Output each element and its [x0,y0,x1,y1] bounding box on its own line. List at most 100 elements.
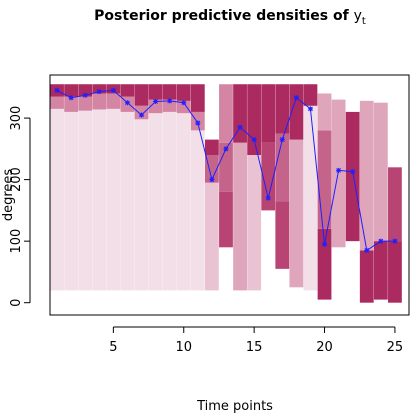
density-band-segment [261,84,276,143]
density-band-segment [162,111,177,291]
density-band-segment [317,130,332,229]
series-point [153,98,159,104]
series-point [167,98,173,104]
density-band-segment [78,96,93,111]
series-point [251,137,257,143]
density-band-segment [233,84,247,143]
density-band-segment [162,84,177,100]
density-band-segment [120,111,135,291]
density-band-segment [92,93,107,110]
series-point [392,238,398,244]
y-tick-label: 300 [9,106,24,131]
density-band-segment [219,191,233,248]
density-band-segment [78,110,93,291]
density-band-segment [162,99,177,112]
density-band-segment [205,182,219,291]
series-point [322,241,328,247]
x-tick-label: 15 [246,340,263,355]
series-point [82,92,88,98]
density-band-segment [148,99,163,114]
chart-title: Posterior predictive densities of yt [94,8,366,27]
density-band-segment [289,84,304,140]
series-point [139,112,145,118]
x-tick-label: 5 [109,340,117,355]
density-band-segment [64,111,79,291]
series-point [307,106,313,112]
x-tick-label: 10 [175,340,192,355]
density-band-segment [120,84,135,97]
y-tick-label: 0 [9,299,24,307]
chart-title-symbol: y [354,8,362,24]
density-band-segment [359,250,374,303]
x-tick-label: 25 [387,340,404,355]
density-band-segment [50,108,64,291]
series-point [265,195,271,201]
density-band-segment [176,100,191,114]
density-band-segment [134,119,149,291]
series-point [124,100,130,106]
density-band-segment [92,84,107,94]
density-band-segment [388,241,402,303]
density-band-segment [317,228,332,300]
density-bands [50,84,402,303]
series-point [293,95,299,101]
series-line-layer [54,87,398,253]
density-band-segment [176,113,191,291]
density-band-segment [247,84,262,155]
chart-title-subscript: t [362,16,366,27]
density-band-segment [50,96,64,109]
density-band-segment [247,155,262,291]
series-point [54,87,60,93]
chart-title-text: Posterior predictive densities of [94,8,353,24]
y-tick-label: 200 [9,167,24,192]
density-band-segment [303,84,318,106]
density-band-segment [106,108,121,291]
density-band-segment [331,99,346,248]
plot-frame [49,74,410,316]
series-point [223,146,229,152]
density-band-segment [205,139,219,155]
y-tick-label: 100 [9,229,24,254]
series-point [364,247,370,253]
series-point [378,238,384,244]
density-band-segment [190,84,205,112]
density-band-segment [373,241,388,300]
series-point [209,177,215,183]
density-band-segment [148,84,163,100]
density-band-segment [64,96,79,112]
density-band-segment [148,113,163,291]
density-band-segment [134,84,149,106]
density-band-segment [345,111,360,242]
density-band-segment [92,109,107,291]
density-band-segment [205,155,219,183]
density-band-segment [233,142,247,291]
y-axis: 0 100 200 300 [9,106,31,307]
series-point [279,137,285,143]
density-band-segment [388,167,402,242]
series-point [350,169,356,175]
x-axis-title: Time points [196,399,273,414]
density-band-segment [317,93,332,131]
density-band-segment [303,105,318,291]
series-point [237,124,243,130]
density-band-segment [78,84,93,97]
density-band-segment [219,142,233,192]
density-band-segment [275,133,290,202]
x-axis: 5 10 15 20 25 [109,326,404,355]
density-band-segment [275,84,290,134]
density-band-segment [261,142,276,211]
density-band-segment [275,201,290,269]
x-tick-label: 20 [316,340,333,355]
series-point [181,100,187,106]
series-point [68,95,74,101]
density-band-segment [289,139,304,288]
density-band-segment [106,93,121,109]
density-band-segment [359,100,374,251]
series-point [336,167,342,173]
density-band-segment [373,102,388,242]
y-axis-title: degrees [1,169,16,222]
density-band-segment [219,84,233,143]
density-band-segment [190,130,205,291]
series-point [195,120,201,126]
